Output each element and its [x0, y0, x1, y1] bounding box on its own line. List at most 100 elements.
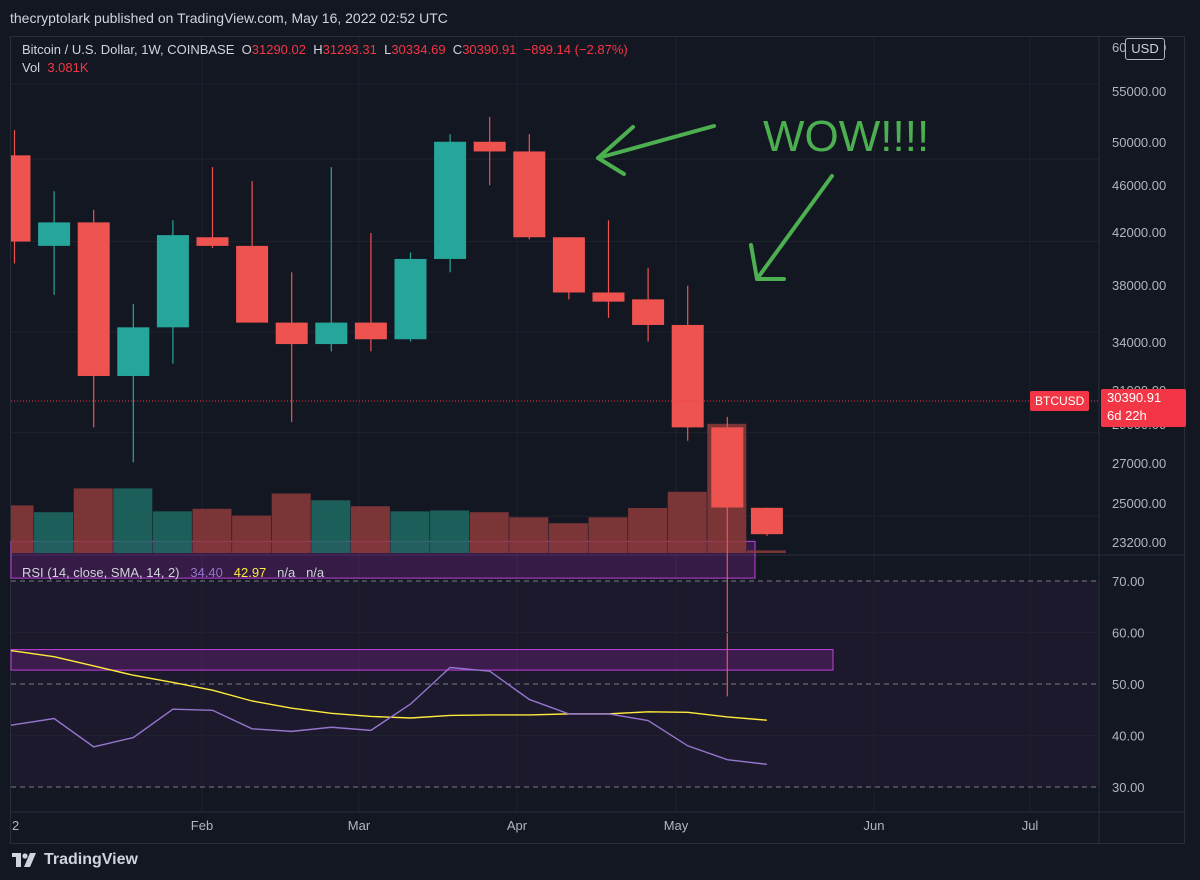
candle-body [711, 427, 744, 508]
time-tick-label: 2 [12, 818, 19, 833]
bar-countdown: 6d 22h [1107, 408, 1147, 423]
volume-bar [232, 515, 272, 553]
volume-bar [667, 491, 707, 553]
time-tick-label: Feb [191, 818, 213, 833]
candle-body [434, 141, 467, 259]
rsi-label: RSI (14, close, SMA, 14, 2) [22, 565, 180, 580]
open-value: 31290.02 [251, 42, 306, 57]
volume-bar [271, 493, 311, 553]
volume-bar [746, 550, 786, 553]
currency-badge[interactable]: USD [1125, 38, 1165, 60]
time-tick-label: May [664, 818, 689, 833]
candles[interactable] [11, 117, 783, 697]
volume-bar [192, 508, 232, 553]
rsi-tick-label: 60.00 [1112, 626, 1145, 641]
volume-bar [509, 517, 549, 553]
candle-body [354, 322, 387, 340]
legend-row-volume: Vol 3.081K [22, 59, 628, 77]
last-price-box: 30390.91 6d 22h [1101, 389, 1186, 427]
price-axis[interactable]: 60000.0055000.0050000.0046000.0042000.00… [1112, 40, 1166, 550]
volume-bar [588, 517, 628, 553]
legend-symbol: Bitcoin / U.S. Dollar, 1W, COINBASE [22, 42, 235, 57]
last-price-value: 30390.91 [1107, 390, 1162, 405]
vol-value: 3.081K [47, 60, 89, 75]
arrow-head-1 [596, 125, 635, 176]
rsi-line [10, 666, 767, 766]
change-value: −899.14 (−2.87%) [523, 42, 628, 57]
rsi-tick-label: 50.00 [1112, 677, 1145, 692]
price-tick-label: 34000.00 [1112, 335, 1166, 350]
volume-bar [350, 506, 390, 553]
candle-body [275, 322, 308, 345]
price-tick-label: 38000.00 [1112, 278, 1166, 293]
rsi-tick-label: 30.00 [1112, 780, 1145, 795]
publisher-line: thecryptolark published on TradingView.c… [0, 0, 1200, 36]
candle-body [117, 327, 150, 376]
arrow-head-2 [749, 243, 786, 281]
arrow-annotation-1 [596, 124, 716, 176]
volume-bars [11, 423, 786, 553]
tradingview-logo-icon [12, 853, 36, 867]
rsi-legend[interactable]: RSI (14, close, SMA, 14, 2) 34.40 42.97 … [22, 565, 324, 580]
volume-bar [390, 511, 430, 553]
time-tick-label: Mar [348, 818, 371, 833]
price-tick-label: 55000.00 [1112, 84, 1166, 99]
grid-lines [11, 37, 1099, 811]
rsi-na-2: n/a [306, 565, 325, 580]
candle-body [473, 141, 506, 152]
time-tick-label: Jun [864, 818, 885, 833]
price-tick-label: 50000.00 [1112, 135, 1166, 150]
candle-body [156, 235, 189, 328]
wow-annotation: WOW!!!! [763, 112, 929, 161]
candle-body [552, 237, 585, 293]
arrow-shaft-1 [596, 124, 716, 160]
close-label: C [452, 42, 463, 57]
ticker-tag: BTCUSD [1030, 391, 1090, 411]
tradingview-logo[interactable]: TradingView [10, 848, 138, 872]
support-zone [10, 649, 834, 671]
rsi-axis[interactable]: 70.00 60.00 50.00 40.00 30.00 [1112, 574, 1145, 795]
volume-bar [73, 488, 113, 553]
volume-bar [628, 507, 668, 553]
candle-body [38, 222, 71, 246]
candle-body [77, 222, 110, 376]
candle-body [592, 292, 625, 302]
candle-body [632, 299, 665, 325]
legend-row-price: Bitcoin / U.S. Dollar, 1W, COINBASE O312… [22, 41, 628, 59]
close-value: 30390.91 [462, 42, 517, 57]
rsi-value: 34.40 [190, 565, 223, 580]
open-label: O [241, 42, 252, 57]
low-value: 30334.69 [391, 42, 446, 57]
rsi-sma-value: 42.97 [233, 565, 267, 580]
brand-name: TradingView [44, 851, 138, 868]
candle-body [315, 322, 348, 345]
rsi-na-1: n/a [277, 565, 296, 580]
volume-bar [469, 512, 509, 553]
candle-body [750, 507, 783, 535]
low-label: L [384, 42, 392, 57]
time-tick-label: Jul [1022, 818, 1039, 833]
candle-body [196, 237, 229, 246]
price-tick-label: 42000.00 [1112, 225, 1166, 240]
rsi-levels [11, 580, 1099, 788]
arrow-annotation-2 [749, 174, 834, 281]
rsi-tick-label: 40.00 [1112, 729, 1145, 744]
volume-bar [34, 512, 74, 553]
candle-body [513, 151, 546, 238]
candle-body [671, 324, 704, 428]
volume-bar [311, 500, 351, 553]
vol-label: Vol [22, 60, 41, 75]
arrow-shaft-2 [755, 174, 834, 281]
volume-bar [548, 523, 588, 553]
volume-bar [113, 488, 153, 553]
volume-bar [152, 511, 192, 553]
price-tick-label: 25000.00 [1112, 496, 1166, 511]
candle-body [11, 155, 31, 242]
symbol-legend[interactable]: Bitcoin / U.S. Dollar, 1W, COINBASE O312… [22, 41, 628, 77]
price-tick-label: 23200.00 [1112, 535, 1166, 550]
high-value: 31293.31 [322, 42, 377, 57]
volume-bar [11, 505, 34, 553]
volume-bar [430, 510, 470, 553]
time-axis[interactable]: 2 Feb Mar Apr May Jun Jul [12, 818, 1038, 833]
